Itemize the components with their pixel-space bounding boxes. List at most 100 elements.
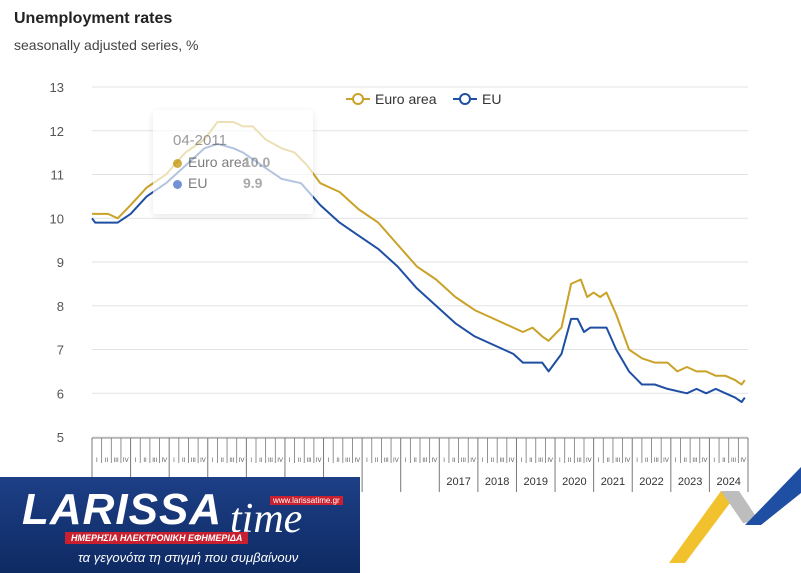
year-label: 2020 — [562, 476, 586, 488]
quarter-label: II — [722, 458, 726, 464]
legend-marker-icon — [459, 93, 471, 105]
quarter-label: IV — [470, 458, 476, 464]
tooltip-series-name: Euro area — [188, 154, 250, 170]
y-tick-label: 8 — [57, 299, 64, 314]
y-tick-label: 6 — [57, 386, 64, 401]
quarter-label: IV — [393, 458, 399, 464]
y-tick-label: 12 — [50, 124, 64, 139]
tooltip-value: 9.9 — [243, 175, 263, 191]
quarter-label: II — [491, 458, 495, 464]
quarter-label: I — [636, 458, 638, 464]
quarter-label: I — [443, 458, 445, 464]
quarter-label: III — [345, 458, 350, 464]
legend-marker-icon — [352, 93, 364, 105]
quarter-label: II — [143, 458, 147, 464]
quarter-label: IV — [740, 458, 746, 464]
y-tick-label: 5 — [57, 430, 64, 445]
quarter-label: III — [692, 458, 697, 464]
quarter-label: III — [229, 458, 234, 464]
quarter-label: IV — [123, 458, 129, 464]
year-label: 2023 — [678, 476, 702, 488]
tooltip-row-eu: EU — [173, 175, 207, 191]
quarter-label: III — [191, 458, 196, 464]
quarter-label: III — [307, 458, 312, 464]
quarter-label: II — [529, 458, 533, 464]
quarter-label: IV — [586, 458, 592, 464]
quarter-label: I — [366, 458, 368, 464]
year-label: 2017 — [446, 476, 470, 488]
chart-subtitle: seasonally adjusted series, % — [14, 37, 199, 53]
quarter-label: I — [289, 458, 291, 464]
quarter-label: III — [538, 458, 543, 464]
tooltip: 04-2011 Euro area 10.0 EU 9.9 — [153, 110, 313, 214]
quarter-label: I — [559, 458, 561, 464]
quarter-label: IV — [162, 458, 168, 464]
quarter-label: IV — [200, 458, 206, 464]
quarter-label: III — [114, 458, 119, 464]
quarter-label: I — [713, 458, 715, 464]
dot-icon — [173, 179, 182, 189]
quarter-label: IV — [316, 458, 322, 464]
corner-logo-icon — [669, 467, 801, 563]
quarter-label: II — [375, 458, 379, 464]
y-tick-label: 7 — [57, 343, 64, 358]
quarter-label: I — [328, 458, 330, 464]
year-label: 2022 — [639, 476, 663, 488]
tooltip-row-euro-area: Euro area — [173, 154, 249, 170]
quarter-label: II — [452, 458, 456, 464]
quarter-label: II — [105, 458, 109, 464]
quarter-label: IV — [509, 458, 515, 464]
quarter-label: I — [96, 458, 98, 464]
quarter-label: III — [615, 458, 620, 464]
quarter-label: I — [520, 458, 522, 464]
year-label: 2024 — [716, 476, 740, 488]
quarter-label: IV — [239, 458, 245, 464]
quarter-label: II — [568, 458, 572, 464]
legend[interactable]: Euro area EU — [346, 91, 501, 107]
year-label: 2021 — [601, 476, 625, 488]
y-tick-label: 13 — [50, 80, 64, 95]
quarter-label: IV — [547, 458, 553, 464]
quarter-label: II — [336, 458, 340, 464]
y-tick-label: 9 — [57, 255, 64, 270]
quarter-label: II — [606, 458, 610, 464]
logo-word: LARISSA — [22, 485, 223, 534]
quarter-label: II — [684, 458, 688, 464]
logo-strap: ΗΜΕΡΗΣΙΑ ΗΛΕΚΤΡΟΝΙΚΗ ΕΦΗΜΕΡΙΔΑ — [65, 532, 249, 544]
tooltip-date: 04-2011 — [173, 132, 227, 149]
logo-url: www.larissatime.gr — [270, 496, 343, 505]
quarter-label: II — [414, 458, 418, 464]
quarter-label: I — [598, 458, 600, 464]
quarter-label: IV — [432, 458, 438, 464]
tooltip-series-name: EU — [188, 175, 208, 191]
legend-label: Euro area — [375, 91, 437, 107]
logo-tagline: τα γεγονότα τη στιγμή που συμβαίνουν — [78, 550, 299, 565]
quarter-label: I — [482, 458, 484, 464]
quarter-label: III — [577, 458, 582, 464]
quarter-label: I — [675, 458, 677, 464]
quarter-label: III — [152, 458, 157, 464]
chart-title: Unemployment rates — [14, 10, 173, 27]
quarter-label: IV — [625, 458, 631, 464]
quarter-label: I — [212, 458, 214, 464]
quarter-label: II — [221, 458, 225, 464]
quarter-label: III — [422, 458, 427, 464]
quarter-label: III — [268, 458, 273, 464]
legend-label: EU — [482, 91, 501, 107]
quarter-label: IV — [354, 458, 360, 464]
x-axis: I II III IV I II III IV I II III IV I II III IV I II III IV… — [91, 437, 749, 492]
quarter-label: II — [259, 458, 263, 464]
year-label: 2019 — [524, 476, 548, 488]
tooltip-value: 10.0 — [243, 154, 271, 170]
quarter-label: I — [250, 458, 252, 464]
quarter-label: III — [654, 458, 659, 464]
quarter-label: III — [731, 458, 736, 464]
quarter-label: II — [645, 458, 649, 464]
quarter-label: III — [384, 458, 389, 464]
quarter-label: I — [135, 458, 137, 464]
quarter-label: II — [182, 458, 186, 464]
y-tick-label: 10 — [50, 211, 64, 226]
quarter-label: I — [405, 458, 407, 464]
quarter-label: III — [461, 458, 466, 464]
dot-icon — [173, 158, 182, 168]
